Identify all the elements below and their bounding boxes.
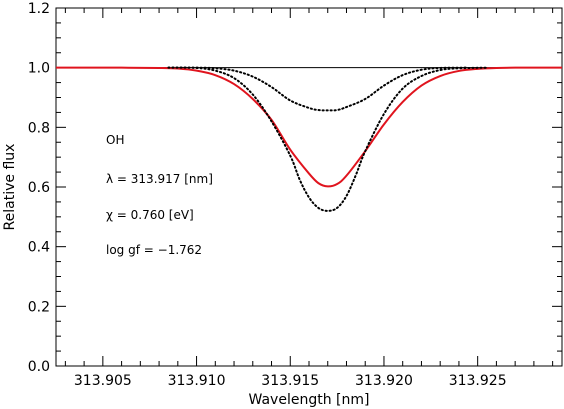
x-tick-label: 313.925 [449,373,507,389]
series-dotted-shallow [167,66,470,112]
y-tick-label: 0.6 [28,180,50,196]
x-tick-label: 313.905 [74,373,132,389]
x-axis-title: Wavelength [nm] [249,392,370,408]
y-tick-label: 0.0 [28,359,50,375]
y-tick-label: 1.0 [28,61,50,77]
y-tick-label: 0.8 [28,120,50,136]
series-dotted-deep [167,66,489,212]
plot-frame [55,7,563,367]
y-tick-label: 1.2 [28,1,50,17]
series-red-profile [55,66,563,188]
x-tick-label: 313.920 [355,373,413,389]
x-tick-label: 313.915 [261,373,319,389]
y-tick-label: 0.4 [28,240,50,256]
x-tick-label: 313.910 [168,373,226,389]
annotation-wavelength: λ = 313.917 [nm] [106,172,213,186]
y-tick-label: 0.2 [28,299,50,315]
y-axis-title: Relative flux [2,144,18,231]
annotation-excitation: χ = 0.760 [eV] [106,208,194,222]
annotation-molecule: OH [106,133,124,147]
annotation-loggf: log gf = −1.762 [106,243,202,257]
